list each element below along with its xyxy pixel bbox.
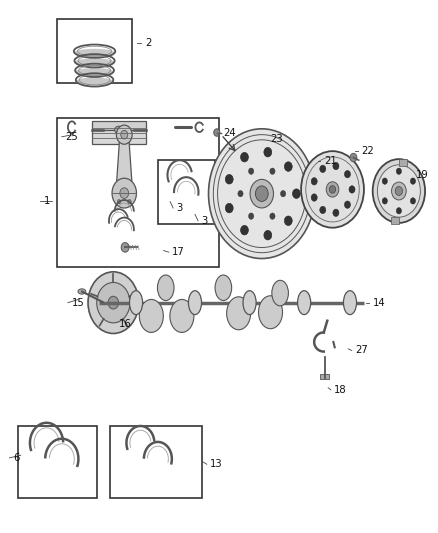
- Circle shape: [320, 165, 326, 173]
- Circle shape: [128, 199, 131, 204]
- Circle shape: [284, 216, 292, 225]
- Circle shape: [270, 213, 275, 219]
- Circle shape: [88, 272, 139, 334]
- Text: 14: 14: [373, 297, 385, 308]
- Circle shape: [350, 154, 357, 162]
- Circle shape: [284, 162, 292, 171]
- Circle shape: [117, 199, 121, 204]
- Circle shape: [378, 165, 420, 217]
- Circle shape: [293, 189, 300, 198]
- Circle shape: [349, 185, 355, 193]
- Circle shape: [117, 125, 132, 144]
- Text: 17: 17: [172, 247, 185, 257]
- Ellipse shape: [226, 297, 251, 330]
- Circle shape: [410, 198, 416, 204]
- Circle shape: [255, 186, 268, 201]
- Text: 21: 21: [324, 156, 336, 166]
- Ellipse shape: [157, 275, 174, 301]
- Bar: [158, 160, 215, 224]
- Circle shape: [326, 182, 339, 197]
- Ellipse shape: [258, 296, 283, 329]
- Circle shape: [395, 187, 403, 196]
- Circle shape: [410, 178, 416, 184]
- Text: 18: 18: [334, 385, 347, 395]
- Circle shape: [240, 225, 248, 235]
- Circle shape: [396, 207, 402, 214]
- Ellipse shape: [76, 77, 113, 85]
- Circle shape: [392, 182, 406, 200]
- Circle shape: [240, 152, 248, 162]
- Circle shape: [97, 282, 130, 323]
- Bar: [18, 426, 97, 498]
- Ellipse shape: [75, 68, 114, 76]
- Circle shape: [270, 168, 275, 174]
- Circle shape: [344, 171, 350, 178]
- Bar: [92, 130, 146, 144]
- Ellipse shape: [78, 289, 86, 294]
- Ellipse shape: [215, 275, 232, 301]
- Text: 24: 24: [223, 127, 236, 138]
- Circle shape: [382, 198, 388, 204]
- Bar: [391, 217, 399, 224]
- Circle shape: [225, 203, 233, 213]
- Bar: [57, 19, 132, 83]
- Circle shape: [248, 213, 254, 219]
- Circle shape: [121, 131, 128, 139]
- Text: 19: 19: [416, 170, 428, 180]
- Ellipse shape: [343, 290, 357, 314]
- Circle shape: [344, 201, 350, 208]
- Ellipse shape: [188, 290, 201, 314]
- Text: 3: 3: [177, 203, 183, 213]
- Circle shape: [301, 151, 364, 228]
- Circle shape: [264, 147, 272, 157]
- Text: 2: 2: [145, 38, 151, 48]
- Circle shape: [329, 185, 336, 193]
- Text: 3: 3: [201, 216, 208, 226]
- Ellipse shape: [74, 49, 115, 57]
- Circle shape: [214, 129, 220, 136]
- Circle shape: [238, 190, 243, 197]
- Circle shape: [333, 163, 339, 170]
- Ellipse shape: [115, 126, 123, 134]
- Text: 15: 15: [71, 297, 84, 308]
- Circle shape: [121, 243, 129, 252]
- Bar: [320, 374, 329, 379]
- Ellipse shape: [74, 59, 115, 66]
- Circle shape: [280, 190, 286, 197]
- Circle shape: [250, 180, 273, 208]
- Text: 23: 23: [271, 134, 283, 144]
- Ellipse shape: [297, 290, 311, 314]
- Circle shape: [108, 296, 119, 309]
- Bar: [110, 426, 201, 498]
- Circle shape: [311, 177, 317, 185]
- Circle shape: [208, 129, 315, 259]
- Polygon shape: [92, 122, 146, 130]
- Text: 27: 27: [355, 345, 368, 356]
- Ellipse shape: [130, 290, 143, 314]
- Ellipse shape: [272, 280, 288, 306]
- Text: 22: 22: [361, 146, 374, 156]
- Text: 25: 25: [65, 132, 78, 142]
- Bar: [399, 159, 407, 166]
- Text: 1: 1: [43, 196, 50, 206]
- Ellipse shape: [243, 290, 256, 314]
- Circle shape: [112, 178, 137, 208]
- Circle shape: [396, 168, 402, 174]
- Circle shape: [382, 178, 388, 184]
- Ellipse shape: [139, 300, 163, 333]
- Circle shape: [373, 159, 425, 223]
- Text: 13: 13: [210, 459, 223, 469]
- Circle shape: [264, 230, 272, 240]
- Ellipse shape: [170, 300, 194, 333]
- Circle shape: [225, 174, 233, 184]
- Polygon shape: [115, 135, 134, 193]
- Text: 16: 16: [119, 319, 131, 329]
- Circle shape: [320, 206, 326, 214]
- Text: 6: 6: [13, 453, 19, 463]
- Circle shape: [120, 188, 129, 198]
- Circle shape: [311, 194, 317, 201]
- Bar: [57, 118, 219, 266]
- Circle shape: [333, 209, 339, 216]
- Circle shape: [248, 168, 254, 174]
